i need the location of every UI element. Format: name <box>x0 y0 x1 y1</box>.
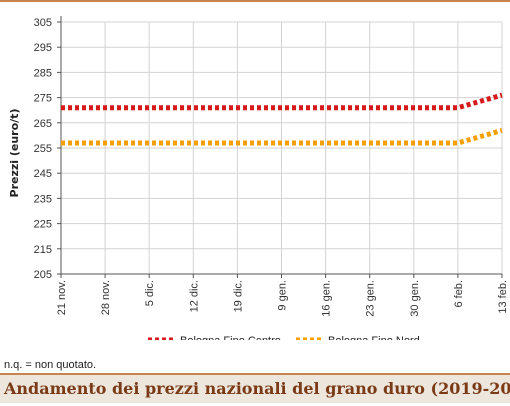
footnote: n.q. = non quotato. <box>4 359 97 371</box>
y-axis-label: Prezzi (euro/t) <box>8 109 21 198</box>
x-tick-label: 23 gen. <box>365 280 377 317</box>
legend-label: Bologna Fino Nord <box>328 335 420 340</box>
title-band: Andamento dei prezzi nazionali del grano… <box>0 373 510 403</box>
x-tick-label: 12 dic. <box>188 280 200 312</box>
chart-svg: 205 215 225 235 245 255 265 275 285 295 305 21 nov.… <box>8 16 509 340</box>
legend-label: Bologna Fino Centro <box>180 335 281 340</box>
x-tick-label: 5 dic. <box>144 280 156 306</box>
x-tick-label: 21 nov. <box>56 280 68 315</box>
series-line <box>61 92 503 111</box>
y-tick-label: 215 <box>34 244 52 256</box>
chart-title: Andamento dei prezzi nazionali del grano… <box>4 379 510 398</box>
y-tick-label: 235 <box>34 193 52 205</box>
grid-layer <box>60 21 503 275</box>
y-tick-label: 245 <box>34 168 52 180</box>
y-tick-label: 305 <box>34 17 52 29</box>
top-rule <box>0 0 510 2</box>
series-line <box>61 127 503 146</box>
x-tick-label: 28 nov. <box>100 280 112 315</box>
y-tick-label: 275 <box>34 93 52 105</box>
y-tick-label: 295 <box>34 42 52 54</box>
x-tick-label: 16 gen. <box>321 280 333 317</box>
y-tick-label: 225 <box>34 219 52 231</box>
x-tick-label: 9 gen. <box>277 280 289 311</box>
x-tick-label: 30 gen. <box>409 280 421 317</box>
y-tick-label: 285 <box>34 67 52 79</box>
y-tick-label: 265 <box>34 118 52 130</box>
y-tick-label: 205 <box>34 269 52 281</box>
series-layer <box>61 92 503 146</box>
y-tick-label: 255 <box>34 143 52 155</box>
x-tick-label: 13 feb. <box>497 280 509 314</box>
axis-layer: 205 215 225 235 245 255 265 275 285 295 305 21 nov.… <box>34 16 509 317</box>
legend: Bologna Fino Centro Bologna Fino Nord <box>148 335 420 340</box>
x-tick-label: 6 feb. <box>453 280 465 308</box>
x-tick-label: 19 dic. <box>232 280 244 312</box>
